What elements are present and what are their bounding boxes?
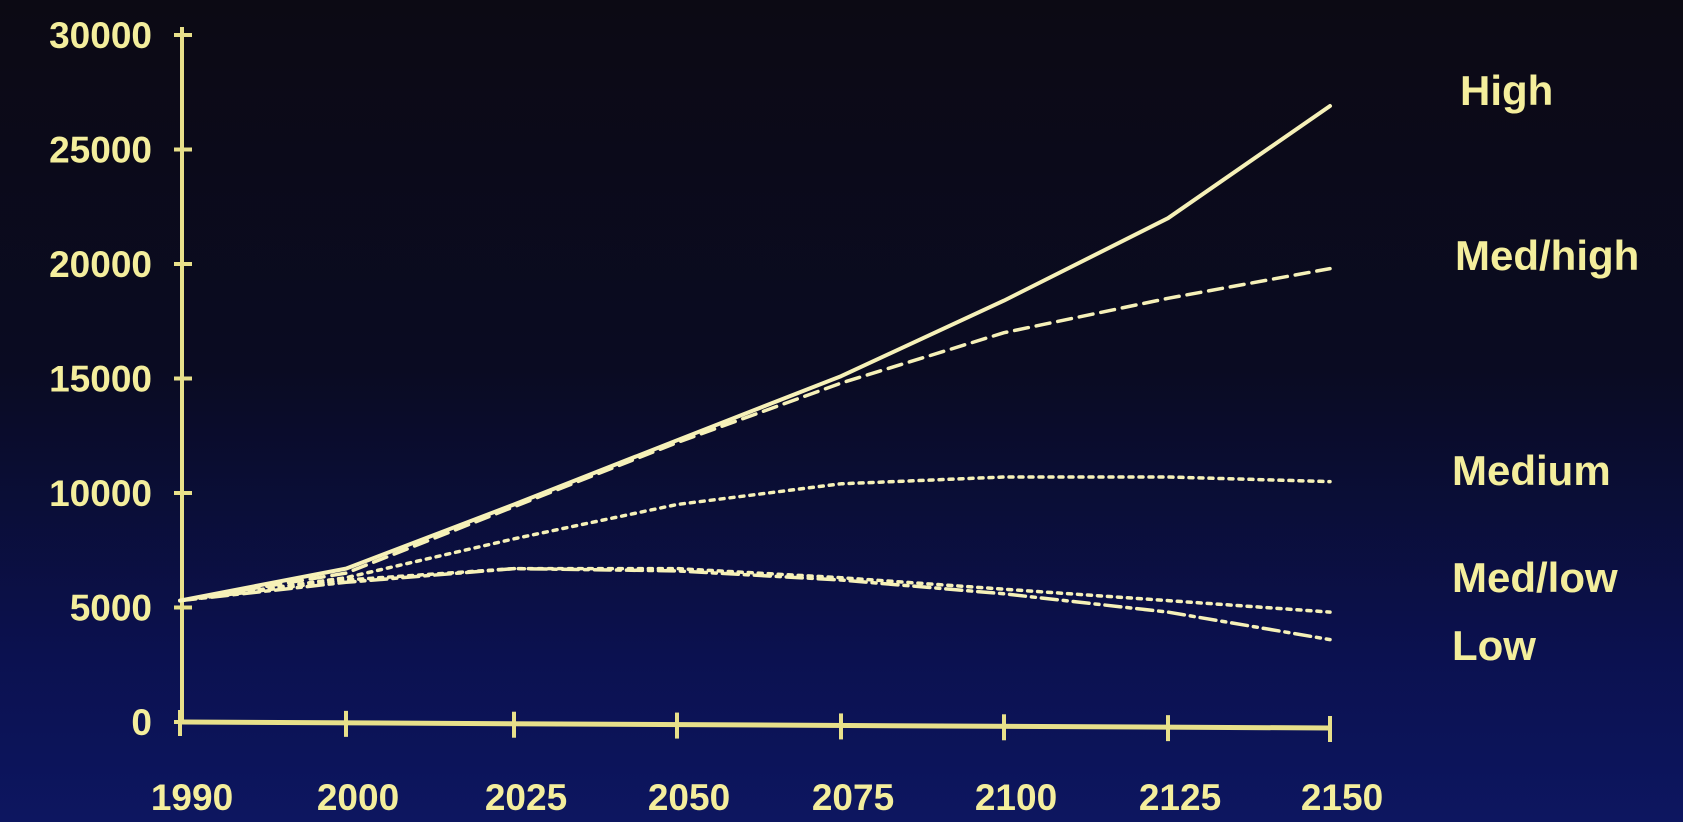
x-axis-line [181, 719, 1331, 731]
series-labels: High Med/high Medium Med/low Low [1452, 67, 1639, 669]
x-tick-label: 2150 [1301, 777, 1383, 818]
x-tick-label: 2000 [317, 777, 399, 818]
x-tick-label: 2125 [1139, 777, 1221, 818]
series-line-medium [178, 475, 1332, 603]
series-line-med-high [178, 266, 1332, 603]
y-tick-label: 0 [131, 702, 152, 743]
y-tick-label: 25000 [49, 130, 152, 171]
x-tick-label: 2050 [648, 777, 730, 818]
series-line-low [178, 566, 1332, 642]
series-label-medium: Medium [1452, 447, 1611, 494]
axes [174, 27, 1332, 742]
series-line-med-low [178, 566, 1332, 614]
x-tick-label: 2025 [485, 777, 567, 818]
x-tick-label: 2100 [975, 777, 1057, 818]
y-tick-label: 30000 [49, 15, 152, 56]
y-tick-label: 15000 [49, 359, 152, 400]
x-tick-labels: 1990 2000 2025 2050 2075 2100 2125 2150 [151, 777, 1383, 818]
y-tick-label: 5000 [70, 588, 152, 629]
x-tick-label: 2075 [812, 777, 894, 818]
y-tick-label: 20000 [49, 244, 152, 285]
series-line-high [178, 104, 1332, 603]
series-label-high: High [1460, 67, 1553, 114]
series-label-med-low: Med/low [1452, 554, 1618, 601]
y-tick-labels: 0 5000 10000 15000 20000 25000 30000 [49, 15, 152, 743]
series-lines [178, 104, 1332, 642]
x-tick-label: 1990 [151, 777, 233, 818]
series-label-low: Low [1452, 622, 1536, 669]
series-label-med-high: Med/high [1455, 232, 1639, 279]
y-tick-label: 10000 [49, 473, 152, 514]
